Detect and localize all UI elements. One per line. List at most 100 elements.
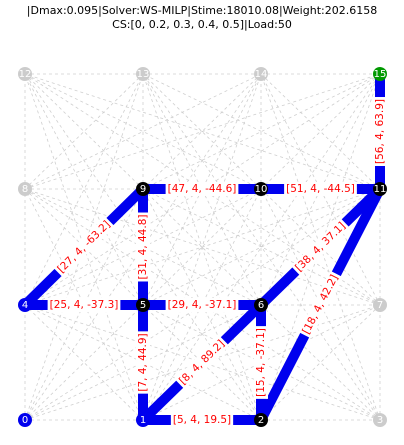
member-label-background — [165, 182, 239, 196]
member-label-background — [284, 182, 357, 196]
node-3: 3 — [373, 413, 387, 427]
node-4: 4 — [18, 298, 32, 312]
node-5: 5 — [136, 298, 150, 312]
grid-line — [142, 73, 381, 421]
grid-line — [24, 304, 262, 421]
grid-line — [24, 73, 262, 190]
node-label: 2 — [258, 415, 264, 426]
header-line-1: |Dmax:0.095|Solver:WS-MILP|Stime:18010.0… — [26, 4, 378, 17]
member-label-background — [290, 217, 351, 277]
member-label-text: [18, 4, 42.2] — [300, 273, 340, 336]
grid-line — [142, 304, 381, 421]
grid-line — [24, 188, 381, 306]
member-label-text: [8, 4, 89.2] — [177, 338, 227, 387]
member-label: [47, 4, -44.6] — [165, 182, 239, 196]
node-marker — [373, 298, 387, 312]
node-label: 12 — [19, 69, 32, 80]
grid-line — [260, 73, 381, 306]
node-marker — [136, 182, 150, 196]
grid-line — [260, 188, 381, 306]
grid-line — [24, 73, 144, 306]
grid-line — [24, 73, 262, 190]
node-1: 1 — [136, 413, 150, 427]
grid-line — [24, 188, 262, 306]
node-label: 14 — [255, 69, 268, 80]
grid-line — [24, 73, 144, 306]
node-marker — [373, 67, 387, 81]
grid-line — [24, 188, 262, 306]
grid-line — [24, 73, 262, 421]
member-label-background — [373, 97, 387, 166]
node-label: 3 — [377, 415, 383, 426]
node-10: 10 — [254, 182, 268, 196]
member-label-background — [170, 413, 234, 427]
node-9: 9 — [136, 182, 150, 196]
grid-line — [142, 188, 381, 306]
member-label-background — [254, 326, 268, 399]
member-label-background — [53, 216, 115, 278]
node-2: 2 — [254, 413, 268, 427]
node-15: 15 — [373, 67, 387, 81]
grid-line — [142, 73, 381, 421]
node-marker — [18, 413, 32, 427]
member-label: [56, 4, 63.9] — [373, 97, 387, 166]
node-marker — [18, 298, 32, 312]
grid-line — [24, 73, 381, 190]
node-label: 5 — [140, 300, 146, 311]
node-marker — [136, 67, 150, 81]
node-marker — [136, 413, 150, 427]
member-label: [31, 4, 44.8] — [136, 212, 150, 282]
grid-line — [142, 304, 381, 421]
member-label-background — [165, 298, 239, 312]
node-6: 6 — [254, 298, 268, 312]
grid-line — [142, 73, 381, 190]
node-12: 12 — [18, 67, 32, 81]
node-marker — [254, 298, 268, 312]
member-label: [5, 4, 19.5] — [170, 413, 234, 427]
member-label-text: [25, 4, -37.3] — [50, 299, 119, 311]
grid-line — [142, 73, 381, 190]
node-marker — [254, 413, 268, 427]
member-label-text: [29, 4, -37.1] — [168, 299, 237, 311]
node-marker — [373, 182, 387, 196]
member-label-text: [31, 4, 44.8] — [137, 215, 149, 280]
member-label-background — [174, 335, 230, 390]
member-label-text: [56, 4, 63.9] — [374, 99, 386, 164]
node-label: 13 — [137, 69, 150, 80]
node-label: 6 — [258, 300, 264, 311]
node-14: 14 — [254, 67, 268, 81]
member-label-text: [51, 4, -44.5] — [286, 183, 355, 195]
member-label-background — [298, 270, 343, 339]
node-label: 15 — [374, 69, 387, 80]
node-label: 11 — [374, 184, 387, 195]
member-label-text: [15, 4, -37.1] — [255, 328, 267, 397]
grid-line — [142, 188, 381, 306]
member-label-text: [7, 4, 44.9] — [137, 333, 149, 391]
member-label-background — [136, 212, 150, 282]
member-label: [7, 4, 44.9] — [136, 331, 150, 394]
member-label-background — [47, 298, 121, 312]
node-11: 11 — [373, 182, 387, 196]
node-7: 7 — [373, 298, 387, 312]
grid-line — [142, 188, 262, 421]
member-label: [15, 4, -37.1] — [254, 326, 268, 399]
node-label: 9 — [140, 184, 146, 195]
member-label: [27, 4, -63.2] — [53, 216, 115, 278]
grid-line — [24, 73, 262, 421]
node-label: 8 — [22, 184, 28, 195]
node-0: 0 — [18, 413, 32, 427]
grid-line — [142, 73, 262, 306]
node-marker — [18, 67, 32, 81]
node-label: 0 — [22, 415, 28, 426]
grid-line — [260, 73, 381, 306]
node-marker — [18, 182, 32, 196]
node-marker — [136, 298, 150, 312]
grid-line — [24, 188, 144, 421]
header-line-2: CS:[0, 0.2, 0.3, 0.4, 0.5]|Load:50 — [112, 18, 292, 31]
node-label: 7 — [377, 300, 383, 311]
member-label: [29, 4, -37.1] — [165, 298, 239, 312]
node-label: 1 — [140, 415, 146, 426]
node-13: 13 — [136, 67, 150, 81]
grid-line — [24, 188, 144, 421]
